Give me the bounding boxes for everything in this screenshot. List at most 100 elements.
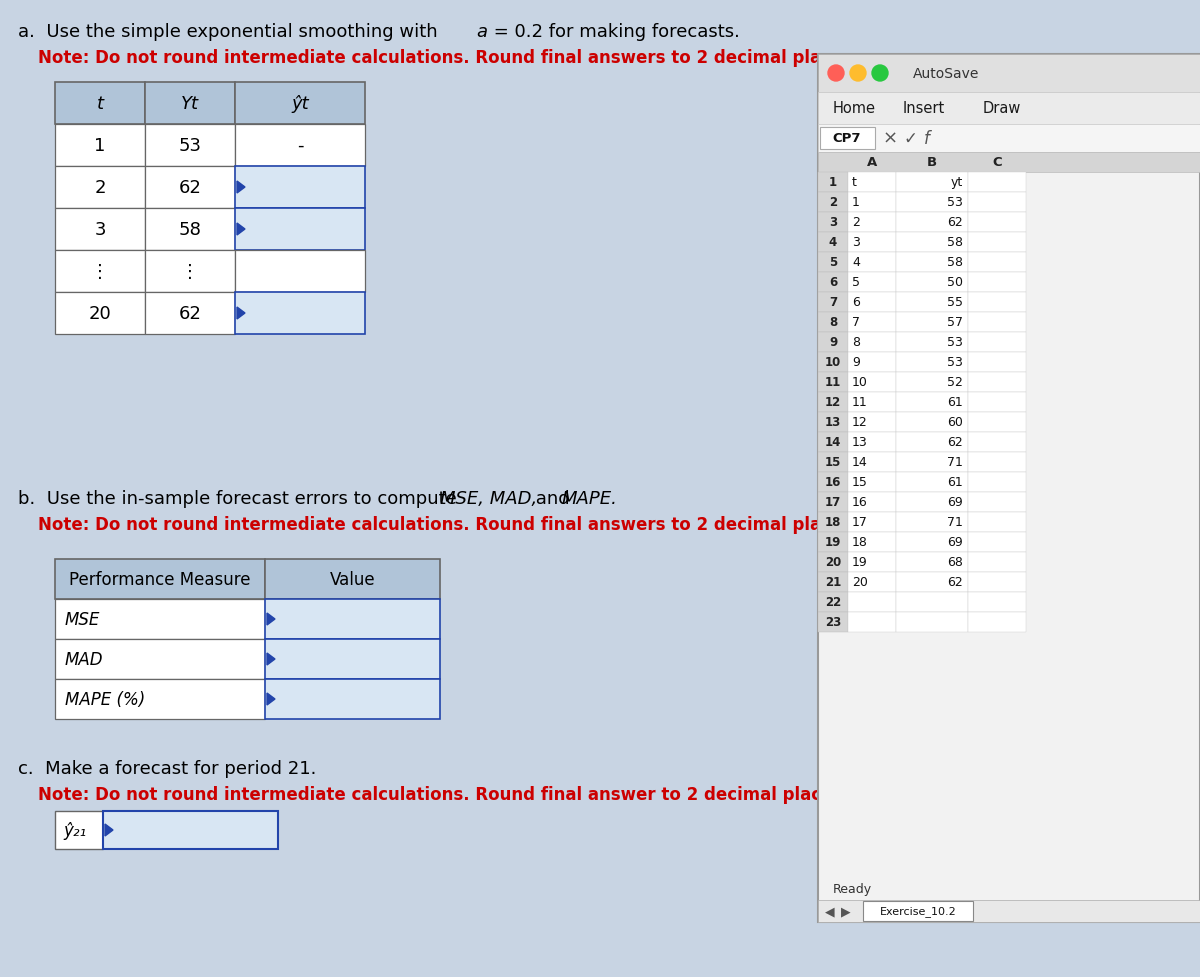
Text: MSE: MSE xyxy=(65,611,101,628)
Bar xyxy=(896,592,968,613)
Text: 53: 53 xyxy=(947,357,964,369)
Text: a.  Use the simple exponential smoothing with: a. Use the simple exponential smoothing … xyxy=(18,23,443,41)
Text: 5: 5 xyxy=(829,256,838,270)
Bar xyxy=(848,573,896,592)
Text: c.  Make a forecast for period 21.: c. Make a forecast for period 21. xyxy=(18,759,317,778)
Polygon shape xyxy=(238,308,245,319)
Bar xyxy=(145,209,235,251)
Text: Exercise_10.2: Exercise_10.2 xyxy=(880,906,956,916)
Bar xyxy=(968,372,1026,393)
Bar xyxy=(235,251,365,293)
Bar xyxy=(818,552,848,573)
Text: 14: 14 xyxy=(852,456,868,469)
Bar xyxy=(896,492,968,513)
Bar xyxy=(968,192,1026,213)
Text: 53: 53 xyxy=(179,137,202,154)
Bar xyxy=(55,599,265,639)
Text: ▶: ▶ xyxy=(841,905,851,917)
Text: 7: 7 xyxy=(829,296,838,309)
Text: 62: 62 xyxy=(179,305,202,322)
Bar xyxy=(145,125,235,167)
Bar xyxy=(848,452,896,473)
Bar xyxy=(968,273,1026,293)
Text: 7: 7 xyxy=(852,317,860,329)
Text: Note: Do not round intermediate calculations. Round final answer to 2 decimal pl: Note: Do not round intermediate calculat… xyxy=(38,786,848,803)
Bar xyxy=(818,213,848,233)
Text: 3: 3 xyxy=(852,236,860,249)
Bar xyxy=(848,513,896,532)
Text: t: t xyxy=(852,176,857,190)
Bar xyxy=(55,83,145,125)
Bar xyxy=(848,433,896,452)
Bar xyxy=(896,233,968,253)
Text: 53: 53 xyxy=(947,336,964,349)
Text: 58: 58 xyxy=(179,221,202,238)
Bar xyxy=(55,167,145,209)
Bar xyxy=(818,412,848,433)
Text: 71: 71 xyxy=(947,456,964,469)
Text: 5: 5 xyxy=(852,276,860,289)
Text: 16: 16 xyxy=(852,496,868,509)
Bar xyxy=(848,313,896,332)
Text: ŷ₂₁: ŷ₂₁ xyxy=(64,821,86,839)
Bar xyxy=(896,433,968,452)
Bar xyxy=(968,332,1026,353)
Bar xyxy=(55,811,103,849)
Bar xyxy=(818,152,1200,173)
Bar xyxy=(848,273,896,293)
Bar xyxy=(968,173,1026,192)
Bar xyxy=(818,332,848,353)
Bar xyxy=(848,552,896,573)
Text: 6: 6 xyxy=(829,276,838,289)
Text: 15: 15 xyxy=(852,476,868,489)
Bar xyxy=(896,452,968,473)
Bar xyxy=(235,293,365,335)
Circle shape xyxy=(850,65,866,82)
Bar xyxy=(848,233,896,253)
Text: 1: 1 xyxy=(852,196,860,209)
Bar xyxy=(896,532,968,552)
Text: 2: 2 xyxy=(829,196,838,209)
Bar xyxy=(968,592,1026,613)
Polygon shape xyxy=(266,694,275,705)
Bar xyxy=(848,353,896,372)
Text: 53: 53 xyxy=(947,196,964,209)
Text: 20: 20 xyxy=(824,556,841,569)
Text: 55: 55 xyxy=(947,296,964,309)
Text: 21: 21 xyxy=(824,575,841,589)
Bar xyxy=(818,173,848,192)
Bar xyxy=(968,552,1026,573)
Bar xyxy=(818,433,848,452)
Bar xyxy=(848,213,896,233)
Bar xyxy=(818,513,848,532)
Bar xyxy=(235,125,365,167)
Polygon shape xyxy=(266,654,275,665)
Bar xyxy=(896,393,968,412)
Text: 62: 62 xyxy=(947,436,964,449)
Text: Ready: Ready xyxy=(833,882,872,895)
Text: 4: 4 xyxy=(852,256,860,270)
Circle shape xyxy=(872,65,888,82)
Bar xyxy=(863,901,973,921)
Text: Insert: Insert xyxy=(904,102,946,116)
Text: 2: 2 xyxy=(95,179,106,196)
Bar xyxy=(896,213,968,233)
Text: 22: 22 xyxy=(824,596,841,609)
Polygon shape xyxy=(106,825,113,836)
Bar xyxy=(896,613,968,632)
Bar xyxy=(848,532,896,552)
Bar xyxy=(968,233,1026,253)
Bar xyxy=(848,613,896,632)
Text: 19: 19 xyxy=(852,556,868,569)
Text: 17: 17 xyxy=(824,496,841,509)
Bar xyxy=(968,393,1026,412)
Text: 8: 8 xyxy=(829,317,838,329)
Bar xyxy=(848,332,896,353)
Bar xyxy=(818,900,1200,922)
Bar xyxy=(55,251,145,293)
Bar xyxy=(818,192,848,213)
Bar xyxy=(818,613,848,632)
Bar xyxy=(968,293,1026,313)
Text: 2: 2 xyxy=(852,216,860,230)
Bar xyxy=(968,412,1026,433)
